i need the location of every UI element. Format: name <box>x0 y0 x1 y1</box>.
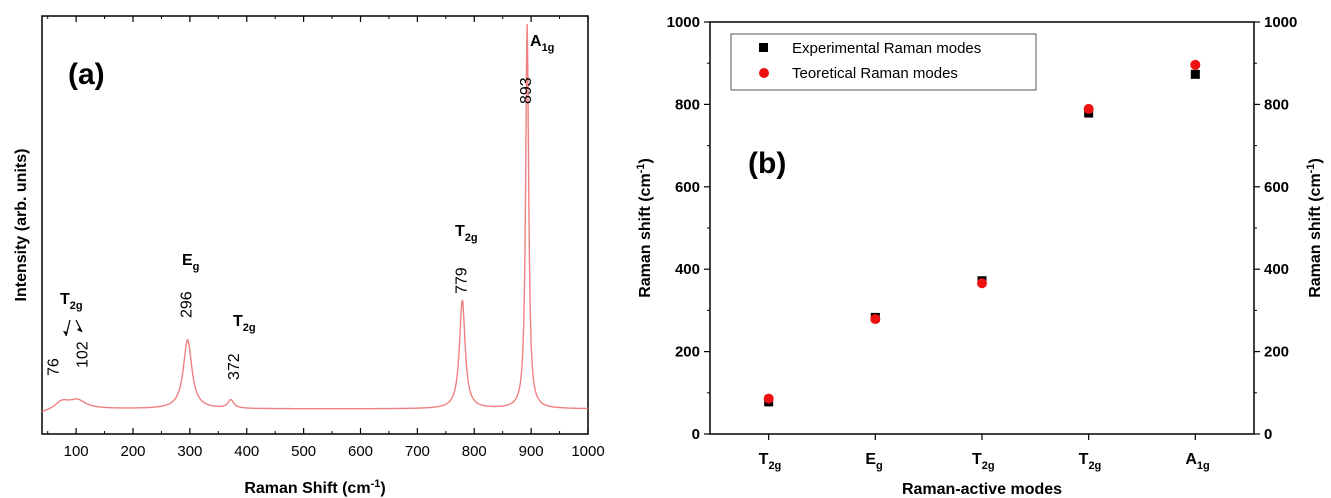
x-tick-label: 500 <box>291 443 316 460</box>
x-tick-label: 400 <box>234 443 259 460</box>
panel-a-y-axis-label: Intensity (arb. units) <box>13 149 30 302</box>
panel-b-x-axis-label: Raman-active modes <box>902 481 1062 498</box>
peak-mode-label: T2g <box>455 223 478 244</box>
panel-a-peak-labels: 76 T2g 102 296 Eg 372 T2g 779 T2g 893 A1g <box>45 33 554 380</box>
raman-spectrum-line <box>41 24 589 413</box>
x-category-label: Eg <box>865 451 882 472</box>
y-tick-label-left: 400 <box>675 261 700 278</box>
panel-b-y-axis-label-left: Raman shift (cm-1) <box>635 158 654 298</box>
x-tick-label: 600 <box>348 443 373 460</box>
x-category-label: T2g <box>759 451 782 472</box>
peak-mode-label: A1g <box>530 33 554 54</box>
peak-value-label: 296 <box>179 291 196 318</box>
peak-value-label: 102 <box>74 341 91 368</box>
legend-experimental-label: Experimental Raman modes <box>792 40 981 57</box>
panel-a-label: (a) <box>68 58 105 91</box>
theoretical-point <box>870 314 881 325</box>
x-tick-label: 200 <box>120 443 145 460</box>
theoretical-point <box>1083 103 1094 114</box>
peak-value-label: 372 <box>226 353 243 380</box>
peak-value-label: 893 <box>518 77 535 104</box>
panel-b: 0 0 200 200 400 400 600 600 800 800 1000 1000 T2g Eg… <box>635 14 1324 498</box>
y-tick-label-left: 0 <box>692 426 700 443</box>
panel-b-y-ticks: 0 0 200 200 400 400 600 600 800 800 1000 1000 <box>667 14 1298 443</box>
panel-b-y-axis-label-right: Raman shift (cm-1) <box>1305 158 1324 298</box>
peak-mode-label: T2g <box>60 291 83 312</box>
x-tick-label: 1000 <box>571 443 604 460</box>
x-tick-label: 900 <box>519 443 544 460</box>
peak-mode-label: Eg <box>182 252 199 273</box>
x-tick-label: 800 <box>462 443 487 460</box>
x-tick-label: 100 <box>64 443 89 460</box>
x-category-label: T2g <box>1079 451 1102 472</box>
theoretical-point <box>763 393 774 404</box>
y-tick-label-left: 800 <box>675 96 700 113</box>
legend-experimental-marker <box>759 43 768 52</box>
panel-b-points <box>763 59 1201 407</box>
peak-mode-label: T2g <box>233 313 256 334</box>
experimental-point <box>1190 69 1200 79</box>
legend-theoretical-label: Teoretical Raman modes <box>792 65 958 82</box>
theoretical-point <box>977 278 987 289</box>
x-category-label: A1g <box>1185 451 1209 472</box>
y-tick-label-right: 1000 <box>1264 14 1297 31</box>
panel-a-frame <box>41 15 589 435</box>
panel-b-label: (b) <box>748 147 786 180</box>
x-category-label: T2g <box>972 451 995 472</box>
peak-value-label: 76 <box>45 358 62 376</box>
arrow-102-head <box>77 327 82 332</box>
y-tick-label-right: 800 <box>1264 96 1289 113</box>
panel-a: 100 200 300 400 500 600 700 800 900 1000 76 T2g 102… <box>13 15 605 497</box>
legend-box <box>730 33 1037 91</box>
arrow-76-head <box>63 331 68 336</box>
y-tick-label-right: 0 <box>1264 426 1272 443</box>
panel-a-x-axis-label: Raman Shift (cm-1) <box>244 478 385 497</box>
legend-theoretical-marker <box>759 68 769 78</box>
panel-b-x-ticks: T2g Eg T2g T2g A1g <box>759 434 1210 472</box>
peak-value-label: 779 <box>453 267 470 294</box>
y-tick-label-left: 1000 <box>667 14 700 31</box>
y-tick-label-left: 600 <box>675 179 700 196</box>
y-tick-label-right: 400 <box>1264 261 1289 278</box>
y-tick-label-right: 600 <box>1264 179 1289 196</box>
y-tick-label-left: 200 <box>675 344 700 361</box>
panel-a-x-ticks: 100 200 300 400 500 600 700 800 900 1000 <box>47 16 605 460</box>
theoretical-point <box>1190 59 1201 70</box>
y-tick-label-right: 200 <box>1264 344 1289 361</box>
x-tick-label: 300 <box>177 443 202 460</box>
legend: Experimental Raman modes Teoretical Rama… <box>730 33 1037 91</box>
x-tick-label: 700 <box>405 443 430 460</box>
